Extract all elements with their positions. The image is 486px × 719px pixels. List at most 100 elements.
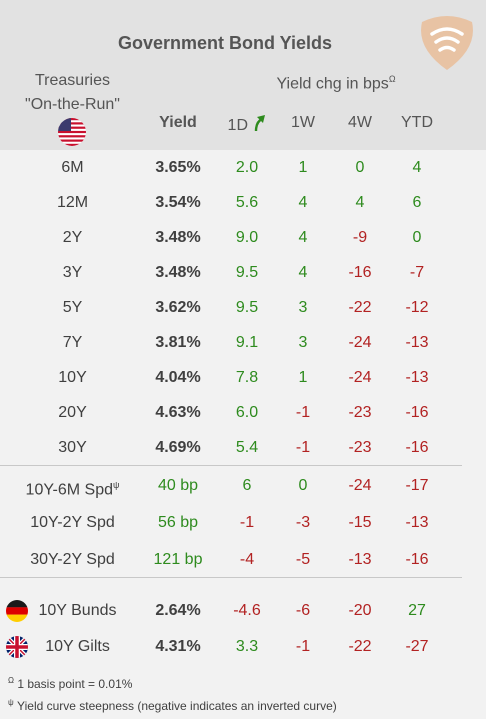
chg-ytd-value: 4 [412, 159, 422, 176]
table-row: 10Y 4.04% 7.8 1 -24 -13 [0, 360, 486, 395]
chg-1d-value: -1 [239, 514, 255, 531]
chg-1d-value: -4 [239, 551, 255, 568]
chg-1d-value: 9.0 [235, 229, 259, 246]
row-label: 10Y-2Y Spd [30, 514, 115, 531]
chg-ytd-value: -16 [405, 404, 429, 421]
table-row: 20Y 4.63% 6.0 -1 -23 -16 [0, 395, 486, 430]
col-ytd-header: YTD [401, 114, 433, 131]
chg-ytd-value: -13 [405, 514, 429, 531]
chg-4w-value: -23 [348, 404, 372, 421]
col-1d-header: 1D [222, 114, 272, 135]
chg-ytd-value: -16 [405, 551, 429, 568]
yield-value: 4.63% [155, 404, 201, 421]
chg-1d-value: 6.0 [235, 404, 259, 421]
chg-1w-value: 0 [298, 477, 308, 494]
yield-value: 3.62% [155, 299, 201, 316]
row-label: 7Y [62, 334, 83, 351]
footnote-curve-steepness: ψ Yield curve steepness (negative indica… [8, 698, 337, 713]
row-label: 10Y [58, 369, 87, 386]
chg-1d-value: 6 [242, 477, 252, 494]
chg-1w-value: 3 [298, 299, 308, 316]
treasuries-label: Treasuries [35, 72, 110, 89]
chg-ytd-value: 6 [412, 194, 422, 211]
yield-value: 40 bp [157, 477, 199, 494]
row-label: 10Y Gilts [45, 638, 110, 655]
chg-1w-value: 4 [298, 194, 308, 211]
chg-1d-value: 9.5 [235, 264, 259, 281]
yield-value: 4.04% [155, 369, 201, 386]
table-row: 7Y 3.81% 9.1 3 -24 -13 [0, 325, 486, 360]
table-row: 10Y-6M Spdψ 40 bp 6 0 -24 -17 [0, 468, 486, 503]
yield-change-label: Yield chg in bpsΩ [276, 74, 396, 93]
yield-value: 3.48% [155, 264, 201, 281]
germany-flag-icon [6, 600, 28, 622]
table-row: 3Y 3.48% 9.5 4 -16 -7 [0, 255, 486, 290]
yield-value: 4.69% [155, 439, 201, 456]
col-1w-header: 1W [291, 114, 315, 131]
page-title: Government Bond Yields [117, 33, 333, 53]
us-flag-icon [58, 118, 86, 146]
chg-4w-value: -24 [348, 477, 372, 494]
table-row: 30Y-2Y Spd 121 bp -4 -5 -13 -16 [0, 542, 486, 577]
chg-1d-value: -4.6 [233, 602, 261, 619]
chg-ytd-value: -13 [405, 369, 429, 386]
yield-value: 3.65% [155, 159, 201, 176]
chg-4w-value: 0 [355, 159, 365, 176]
table-row: 5Y 3.62% 9.5 3 -22 -12 [0, 290, 486, 325]
separator [0, 577, 462, 578]
row-label: 3Y [62, 264, 83, 281]
yield-value: 3.81% [155, 334, 201, 351]
yield-value: 121 bp [153, 551, 203, 568]
yield-value: 3.54% [155, 194, 201, 211]
chg-4w-value: -9 [352, 229, 368, 246]
row-label: 30Y [58, 439, 87, 456]
chg-4w-value: -15 [348, 514, 372, 531]
table-row: 6M 3.65% 2.0 1 0 4 [0, 150, 486, 185]
chg-1w-value: -1 [295, 404, 311, 421]
chg-1d-value: 9.1 [235, 334, 259, 351]
chg-1w-value: -6 [295, 602, 311, 619]
row-label: 10Y-6M Spdψ [25, 480, 120, 499]
chg-4w-value: -13 [348, 551, 372, 568]
chg-ytd-value: 27 [408, 602, 426, 619]
chg-ytd-value: -13 [405, 334, 429, 351]
chg-4w-value: -22 [348, 638, 372, 655]
chg-1w-value: -5 [295, 551, 311, 568]
chg-1w-value: -3 [295, 514, 311, 531]
chg-1d-value: 7.8 [235, 369, 259, 386]
chg-1w-value: 4 [298, 264, 308, 281]
chg-1w-value: 4 [298, 229, 308, 246]
col-yield-header: Yield [159, 114, 197, 131]
chg-1w-value: 1 [298, 369, 308, 386]
col-4w-header: 4W [348, 114, 372, 131]
chg-ytd-value: -7 [409, 264, 425, 281]
table-row: 10Y Gilts 4.31% 3.3 -1 -22 -27 [0, 629, 486, 664]
chg-4w-value: -24 [348, 369, 372, 386]
arrow-up-icon [255, 115, 266, 132]
separator [0, 465, 462, 466]
chg-4w-value: -24 [348, 334, 372, 351]
table-row: 10Y Bunds 2.64% -4.6 -6 -20 27 [0, 593, 486, 628]
chg-1w-value: -1 [295, 439, 311, 456]
uk-flag-icon [6, 636, 28, 658]
chg-ytd-value: 0 [412, 229, 422, 246]
table-row: 12M 3.54% 5.6 4 4 6 [0, 185, 486, 220]
chg-1d-value: 9.5 [235, 299, 259, 316]
chg-ytd-value: -16 [405, 439, 429, 456]
chg-4w-value: -20 [348, 602, 372, 619]
chg-1w-value: 1 [298, 159, 308, 176]
chg-ytd-value: -17 [405, 477, 429, 494]
row-label: 10Y Bunds [38, 602, 117, 619]
row-label: 30Y-2Y Spd [30, 551, 115, 568]
yield-value: 4.31% [155, 638, 201, 655]
table-row: 2Y 3.48% 9.0 4 -9 0 [0, 220, 486, 255]
on-the-run-label: "On-the-Run" [25, 96, 120, 113]
chg-4w-value: -16 [348, 264, 372, 281]
table-row: 30Y 4.69% 5.4 -1 -23 -16 [0, 430, 486, 465]
chg-1w-value: -1 [295, 638, 311, 655]
row-label: 20Y [58, 404, 87, 421]
chg-1w-value: 3 [298, 334, 308, 351]
chg-1d-value: 2.0 [235, 159, 259, 176]
chg-1d-value: 5.4 [235, 439, 259, 456]
